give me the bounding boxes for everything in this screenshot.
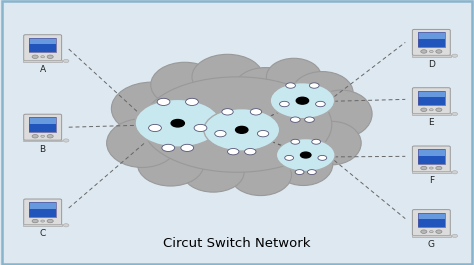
Circle shape <box>452 171 457 174</box>
Ellipse shape <box>230 154 292 196</box>
FancyBboxPatch shape <box>24 35 62 61</box>
Text: Circut Switch Network: Circut Switch Network <box>163 237 311 250</box>
Circle shape <box>436 108 442 112</box>
FancyBboxPatch shape <box>24 199 62 225</box>
Circle shape <box>429 109 433 111</box>
Circle shape <box>194 124 207 131</box>
Circle shape <box>436 166 442 170</box>
Text: G: G <box>428 240 435 249</box>
Circle shape <box>452 234 457 237</box>
FancyBboxPatch shape <box>23 140 62 141</box>
Circle shape <box>63 59 69 63</box>
Ellipse shape <box>235 68 296 107</box>
Circle shape <box>436 230 442 233</box>
Circle shape <box>296 97 309 104</box>
Text: A: A <box>40 65 46 74</box>
FancyBboxPatch shape <box>418 39 445 47</box>
Circle shape <box>429 167 433 169</box>
Circle shape <box>185 98 199 105</box>
FancyBboxPatch shape <box>412 235 451 237</box>
Text: E: E <box>428 118 434 127</box>
Circle shape <box>421 108 427 112</box>
Ellipse shape <box>151 62 219 107</box>
Circle shape <box>286 83 295 88</box>
Circle shape <box>295 170 304 175</box>
Ellipse shape <box>302 121 361 165</box>
FancyBboxPatch shape <box>418 219 445 227</box>
FancyBboxPatch shape <box>23 60 62 62</box>
FancyBboxPatch shape <box>412 210 450 236</box>
Circle shape <box>41 135 45 137</box>
Circle shape <box>222 109 233 115</box>
Circle shape <box>250 109 262 115</box>
Circle shape <box>149 124 162 131</box>
Ellipse shape <box>274 143 333 186</box>
FancyBboxPatch shape <box>23 224 62 226</box>
FancyBboxPatch shape <box>24 114 62 140</box>
Circle shape <box>171 120 184 127</box>
Circle shape <box>280 101 289 107</box>
FancyBboxPatch shape <box>29 124 56 132</box>
Circle shape <box>47 55 53 59</box>
Circle shape <box>429 50 433 52</box>
Circle shape <box>32 55 38 59</box>
Ellipse shape <box>111 82 192 135</box>
Circle shape <box>63 224 69 227</box>
Circle shape <box>308 170 316 175</box>
Circle shape <box>301 152 311 158</box>
Circle shape <box>270 83 335 119</box>
Circle shape <box>291 139 300 144</box>
Circle shape <box>63 139 69 142</box>
FancyBboxPatch shape <box>418 156 445 164</box>
Circle shape <box>157 98 170 105</box>
FancyBboxPatch shape <box>29 209 56 217</box>
Ellipse shape <box>292 72 353 114</box>
FancyBboxPatch shape <box>418 213 445 219</box>
FancyBboxPatch shape <box>418 91 445 97</box>
Circle shape <box>421 230 427 233</box>
FancyBboxPatch shape <box>29 117 56 124</box>
FancyBboxPatch shape <box>418 149 445 156</box>
Ellipse shape <box>192 54 263 99</box>
Circle shape <box>421 50 427 53</box>
Circle shape <box>47 135 53 138</box>
Circle shape <box>228 148 239 155</box>
FancyBboxPatch shape <box>412 146 450 172</box>
Circle shape <box>41 220 45 222</box>
FancyBboxPatch shape <box>418 97 445 105</box>
Circle shape <box>318 155 327 160</box>
Text: C: C <box>39 229 46 238</box>
Ellipse shape <box>310 90 372 138</box>
Circle shape <box>310 83 319 88</box>
Circle shape <box>135 99 220 147</box>
Ellipse shape <box>142 77 332 172</box>
Circle shape <box>312 139 320 144</box>
FancyBboxPatch shape <box>412 113 451 115</box>
Circle shape <box>285 155 293 160</box>
FancyBboxPatch shape <box>29 38 56 44</box>
Circle shape <box>204 109 280 151</box>
Ellipse shape <box>182 152 244 192</box>
FancyBboxPatch shape <box>412 29 450 55</box>
Ellipse shape <box>266 58 321 95</box>
Circle shape <box>421 166 427 170</box>
FancyBboxPatch shape <box>29 202 56 209</box>
Circle shape <box>276 139 335 171</box>
Circle shape <box>215 130 226 137</box>
Circle shape <box>47 219 53 223</box>
Text: B: B <box>40 144 46 153</box>
Circle shape <box>452 112 457 116</box>
Circle shape <box>305 117 314 122</box>
FancyBboxPatch shape <box>29 44 56 52</box>
FancyBboxPatch shape <box>412 55 451 56</box>
Circle shape <box>162 144 174 152</box>
Circle shape <box>236 126 248 133</box>
Circle shape <box>291 117 300 122</box>
FancyBboxPatch shape <box>412 88 450 114</box>
Circle shape <box>41 56 45 58</box>
Text: D: D <box>428 60 435 69</box>
Ellipse shape <box>107 119 178 167</box>
Circle shape <box>452 54 457 57</box>
Circle shape <box>245 148 256 155</box>
